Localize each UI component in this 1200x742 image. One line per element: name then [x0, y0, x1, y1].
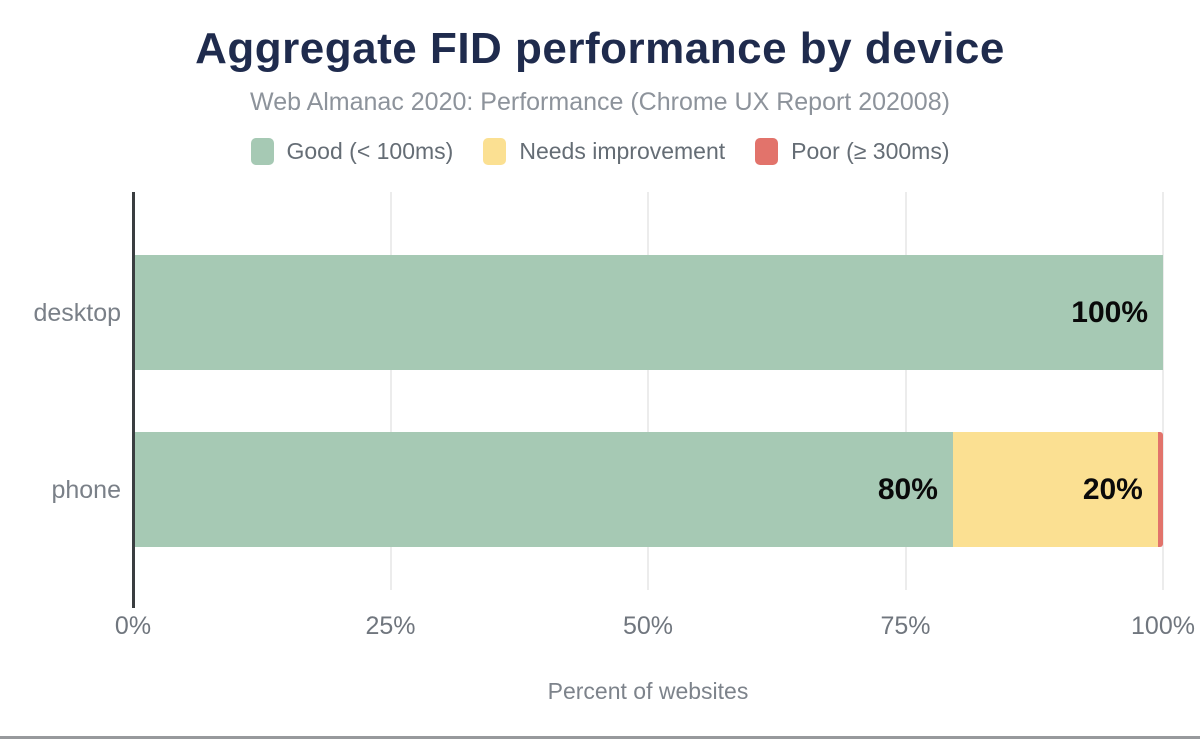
x-axis: 0% 25% 50% 75% 100% [0, 612, 1200, 642]
x-axis-title: Percent of websites [547, 678, 749, 704]
bar-segment-poor-300ms-phone [1157, 432, 1163, 547]
bar-desktop: 100% [133, 255, 1163, 370]
bar-segment-good-100ms-phone: 80% [133, 432, 953, 547]
bar-phone: 80% 20% [133, 432, 1163, 547]
gridline-100 [1162, 192, 1164, 590]
legend-item-good-100ms: Good (< 100ms) [250, 138, 454, 165]
y-axis-label-phone: phone [51, 475, 121, 504]
bar-value-label: 20% [1082, 472, 1143, 506]
bar-segment-good-100ms-desktop: 100% [133, 255, 1163, 370]
chart-subtitle: Web Almanac 2020: Performance (Chrome UX… [250, 88, 950, 116]
bar-segment-needs-improvement-phone: 20% [952, 432, 1158, 547]
x-tick-label-50: 50% [622, 612, 674, 640]
chart-title: Aggregate FID performance by device [195, 24, 1005, 73]
y-axis-line [132, 192, 135, 608]
legend-item-needs-improvement: Needs improvement [483, 138, 725, 165]
legend-label: Needs improvement [519, 138, 726, 164]
legend: Good (< 100ms) Needs improvement Poor (≥ 3… [0, 138, 1200, 165]
legend-swatch-needs-improvement [483, 138, 507, 165]
legend-swatch-good-100ms [250, 138, 274, 165]
x-tick-label-100: 100% [1131, 612, 1195, 640]
legend-label: Poor (≥ 300ms) [791, 138, 950, 164]
x-tick-label-75: 75% [880, 612, 931, 640]
legend-label: Good (< 100ms) [286, 138, 454, 164]
x-tick-label-0: 0% [114, 612, 152, 640]
x-tick-label-25: 25% [365, 612, 416, 640]
gridline-75 [904, 192, 907, 590]
legend-item-poor-300ms: Poor (≥ 300ms) [755, 138, 950, 165]
y-axis-labels: desktop phone [0, 192, 121, 590]
gridline-50 [647, 192, 649, 590]
gridline-25 [389, 192, 392, 590]
legend-swatch-poor-300ms [755, 138, 779, 165]
bar-value-label: 80% [877, 472, 938, 506]
y-axis-label-desktop: desktop [33, 298, 121, 327]
plot-area: 100% 80% 20% [132, 192, 1164, 608]
bar-value-label: 100% [1071, 295, 1148, 329]
